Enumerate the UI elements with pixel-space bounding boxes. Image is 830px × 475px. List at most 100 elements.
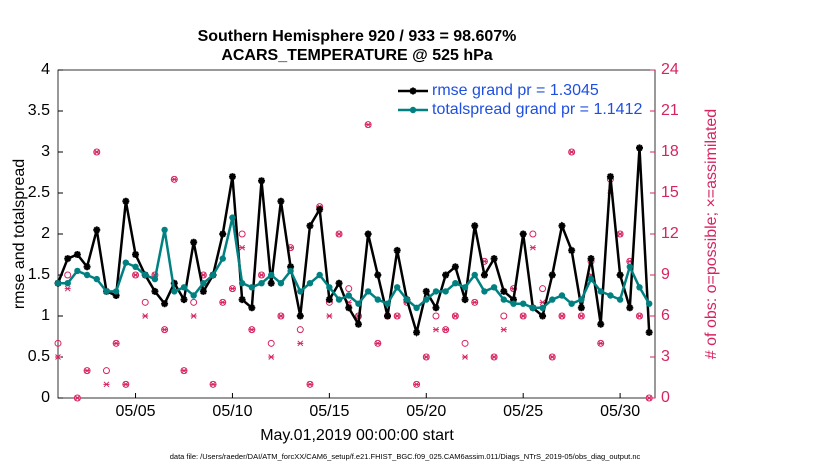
spread-point: [287, 267, 294, 275]
rmse-point: [500, 287, 508, 295]
rmse-point: [364, 230, 372, 238]
obs-assimilated: [597, 340, 604, 347]
footnote: data file: /Users/raeder/DAI/ATM_forcXX/…: [170, 452, 641, 461]
spread-point: [74, 267, 81, 275]
obs-assimilated: [452, 313, 459, 319]
spread-point: [597, 288, 604, 295]
spread-point: [364, 288, 372, 295]
rmse-point: [451, 263, 459, 271]
spread-point: [171, 288, 178, 295]
obs-assimilated: [491, 354, 498, 360]
x-tick-label: 05/20: [406, 403, 446, 420]
rmse-point: [606, 173, 614, 181]
obs-assimilated: [132, 272, 139, 278]
rmse-point: [190, 238, 198, 246]
spread-point: [83, 271, 91, 279]
chart-title: Southern Hemisphere 920 / 933 = 98.607%: [198, 28, 517, 45]
obs-assimilated: [442, 326, 449, 333]
y-tick-label: 1: [41, 307, 50, 324]
y-tick-label: 1.5: [28, 266, 50, 283]
spread-point: [326, 284, 333, 291]
obs-assimilated: [617, 231, 624, 237]
x-tick-label: 05/05: [116, 403, 156, 420]
y2-tick-label: 24: [661, 61, 679, 78]
y-axis-label: rmse and totalspread: [11, 159, 28, 309]
spread-point: [93, 275, 100, 283]
y2-tick-label: 0: [661, 389, 670, 406]
rmse-point: [374, 271, 382, 279]
obs-assimilated: [64, 285, 71, 292]
obs-assimilated: [258, 272, 265, 278]
spread-point: [180, 284, 188, 291]
obs-assimilated: [84, 367, 91, 374]
spread-point: [142, 271, 149, 279]
spread-point: [423, 296, 430, 303]
spread-point: [248, 284, 256, 291]
rmse-point: [442, 271, 450, 279]
rmse-point: [577, 304, 585, 312]
rmse-point: [490, 255, 498, 263]
spread-point: [403, 296, 411, 303]
obs-assimilated: [142, 313, 149, 319]
rmse-point: [354, 320, 362, 328]
obs-assimilated: [297, 340, 304, 347]
y-tick-label: 2.5: [28, 184, 50, 201]
rmse-point: [345, 304, 353, 312]
obs-possible: [141, 298, 149, 306]
rmse-point: [335, 279, 343, 287]
rmse-point: [199, 287, 207, 295]
spread-point: [151, 275, 159, 283]
spread-point: [432, 288, 440, 295]
rmse-point: [597, 320, 605, 328]
legend-label: totalspread grand pr = 1.1412: [432, 101, 642, 118]
rmse-point: [238, 296, 246, 304]
obs-possible: [461, 339, 469, 347]
y2-tick-label: 9: [661, 266, 670, 283]
spread-point: [112, 288, 120, 295]
obs-assimilated: [190, 313, 197, 319]
spread-point: [471, 271, 478, 279]
obs-assimilated: [248, 326, 255, 333]
rmse-point: [548, 271, 556, 279]
spread-point: [238, 280, 246, 287]
legend-marker: [409, 87, 417, 95]
obs-assimilated: [210, 381, 217, 388]
rmse-point: [267, 279, 275, 287]
obs-assimilated: [113, 340, 120, 347]
obs-assimilated: [646, 395, 653, 401]
obs-assimilated: [306, 381, 313, 388]
spread-point: [519, 300, 527, 307]
x-tick-label: 05/25: [503, 403, 543, 420]
obs-assimilated: [336, 231, 343, 237]
spread-point: [277, 280, 285, 287]
rmse-point: [519, 230, 527, 238]
obs-assimilated: [180, 367, 187, 374]
rmse-point: [316, 205, 324, 213]
spread-point: [335, 296, 343, 303]
rmse-point: [180, 296, 188, 304]
obs-possible: [267, 339, 275, 347]
spread-point: [645, 300, 653, 307]
obs-possible: [529, 230, 537, 238]
rmse-point: [258, 177, 266, 185]
spread-point: [209, 271, 217, 279]
spread-point: [490, 284, 498, 291]
obs-assimilated: [374, 340, 381, 347]
obs-assimilated: [55, 354, 61, 360]
obs-assimilated: [239, 244, 246, 251]
rmse-point: [384, 312, 392, 320]
rmse-point: [510, 296, 518, 304]
rmse-point: [112, 292, 120, 299]
obs-possible: [432, 312, 440, 320]
obs-assimilated: [93, 149, 100, 155]
y2-tick-label: 6: [661, 307, 670, 324]
obs-assimilated: [413, 381, 420, 388]
spread-point: [345, 292, 352, 299]
obs-possible: [238, 230, 246, 238]
spread-point: [64, 280, 71, 287]
rmse-point: [568, 246, 576, 254]
rmse-point: [228, 173, 236, 181]
x-tick-label: 05/15: [309, 403, 349, 420]
rmse-point: [93, 226, 101, 234]
